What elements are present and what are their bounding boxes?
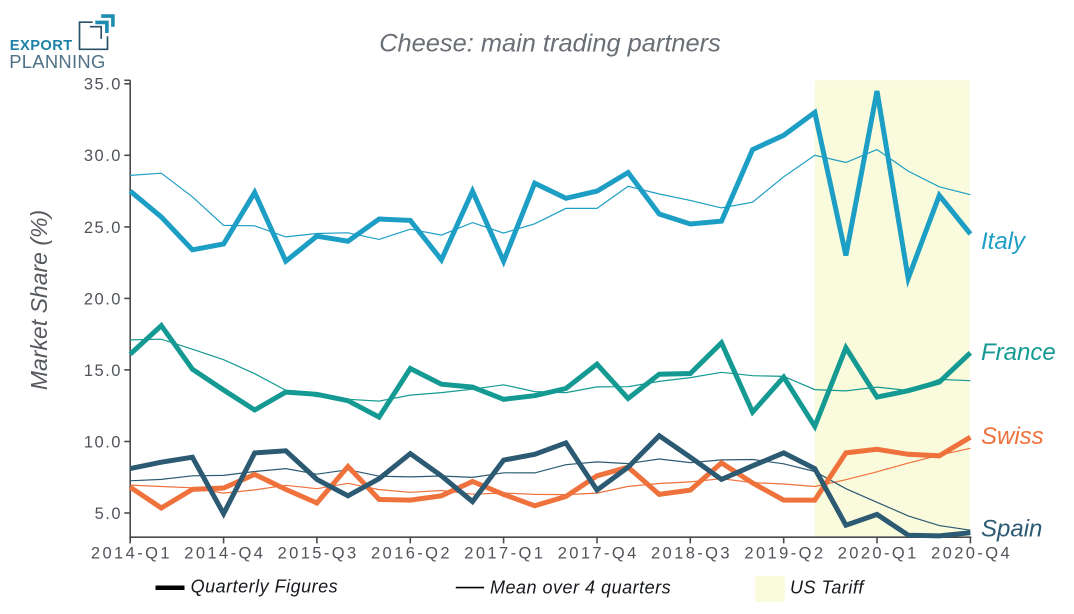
svg-text:5.0: 5.0: [95, 505, 122, 523]
svg-text:10.0: 10.0: [84, 433, 122, 451]
svg-text:Market Share (%): Market Share (%): [26, 210, 52, 390]
svg-text:Cheese: main trading partners: Cheese: main trading partners: [379, 30, 721, 58]
svg-text:2014-Q4: 2014-Q4: [184, 545, 265, 563]
svg-text:25.0: 25.0: [84, 219, 122, 237]
svg-text:30.0: 30.0: [84, 147, 122, 165]
svg-text:EXPORT: EXPORT: [10, 38, 73, 54]
svg-text:2015-Q3: 2015-Q3: [278, 545, 359, 563]
svg-text:2018-Q3: 2018-Q3: [651, 545, 732, 563]
svg-text:20.0: 20.0: [84, 290, 122, 308]
svg-text:PLANNING: PLANNING: [9, 51, 105, 72]
svg-text:Italy: Italy: [981, 228, 1027, 255]
svg-text:2016-Q2: 2016-Q2: [371, 545, 452, 563]
svg-text:US Tariff: US Tariff: [790, 578, 865, 598]
svg-text:2014-Q1: 2014-Q1: [91, 545, 172, 563]
svg-text:15.0: 15.0: [84, 362, 122, 380]
svg-text:35.0: 35.0: [84, 76, 122, 94]
svg-text:Swiss: Swiss: [981, 423, 1044, 450]
svg-text:2020-Q4: 2020-Q4: [931, 545, 1012, 563]
svg-text:2017-Q4: 2017-Q4: [558, 545, 639, 563]
svg-text:2019-Q2: 2019-Q2: [744, 545, 825, 563]
svg-text:Mean over 4 quarters: Mean over 4 quarters: [490, 578, 671, 598]
svg-text:Quarterly Figures: Quarterly Figures: [191, 577, 339, 597]
svg-text:2020-Q1: 2020-Q1: [838, 545, 919, 563]
svg-text:Spain: Spain: [981, 516, 1042, 543]
svg-text:2017-Q1: 2017-Q1: [464, 545, 545, 563]
svg-text:France: France: [981, 339, 1056, 366]
